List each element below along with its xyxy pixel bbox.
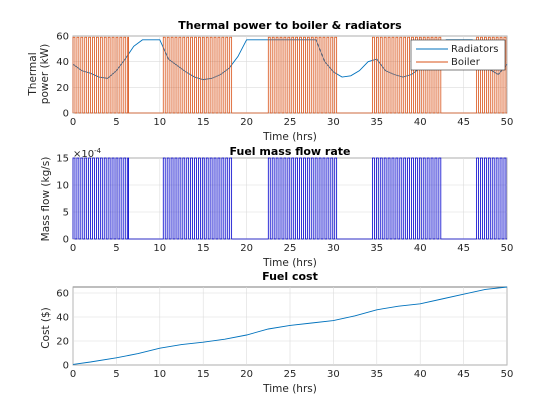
x-tick-label: 35 xyxy=(370,117,383,128)
fuel-flow-xlabel: Time (hrs) xyxy=(262,257,317,269)
series-0-line xyxy=(72,157,507,240)
x-tick-label: 5 xyxy=(113,369,119,380)
fuel-cost-ylabel: Cost ($) xyxy=(40,307,52,349)
y-tick-label: 10 xyxy=(56,181,69,192)
fuel-flow-ylabel: Mass flow (kg/s) xyxy=(40,157,52,242)
x-tick-label: 45 xyxy=(457,369,470,380)
y-tick-label: 40 xyxy=(56,313,69,324)
x-tick-label: 0 xyxy=(70,369,76,380)
x-tick-label: 20 xyxy=(240,117,253,128)
thermal-power-xlabel: Time (hrs) xyxy=(262,131,317,143)
x-tick-label: 40 xyxy=(414,243,427,254)
legend-box xyxy=(410,39,506,71)
fuel-flow-panel: Fuel mass flow rate 0 5 10 15 20 25 30 35 40 45 50… xyxy=(40,145,513,269)
x-tick-label: 25 xyxy=(284,117,297,128)
x-tick-label: 20 xyxy=(240,369,253,380)
x-tick-label: 30 xyxy=(327,117,340,128)
x-tick-label: 40 xyxy=(414,117,427,128)
x-tick-label: 15 xyxy=(197,369,210,380)
x-tick-label: 10 xyxy=(153,117,166,128)
y-tick-label: 40 xyxy=(56,57,69,68)
x-tick-label: 45 xyxy=(457,117,470,128)
thermal-power-ylabel-line1: Thermal xyxy=(27,52,39,96)
x-tick-label: 50 xyxy=(501,243,514,254)
fuel-cost-title: Fuel cost xyxy=(262,270,318,283)
x-tick-label: 45 xyxy=(457,243,470,254)
thermal-power-panel: Thermal power to boiler & radiators 0 5 10… xyxy=(27,19,513,143)
fuel-flow-title: Fuel mass flow rate xyxy=(230,145,351,158)
y-tick-label: 20 xyxy=(56,83,69,94)
y-tick-label: 0 xyxy=(63,235,69,246)
x-tick-label: 25 xyxy=(284,243,297,254)
x-tick-label: 35 xyxy=(370,369,383,380)
x-tick-label: 10 xyxy=(153,369,166,380)
fuel-cost-axes: 0 5 10 15 20 25 30 35 40 45 50 0 20 40 60 xyxy=(56,286,514,380)
x-tick-label: 25 xyxy=(284,369,297,380)
x-tick-label: 50 xyxy=(501,369,514,380)
x-tick-label: 0 xyxy=(70,243,76,254)
thermal-power-title: Thermal power to boiler & radiators xyxy=(178,19,402,32)
legend: Radiators Boiler xyxy=(410,39,506,71)
legend-boiler-label: Boiler xyxy=(451,57,481,68)
fuel-cost-xlabel: Time (hrs) xyxy=(262,383,317,395)
x-tick-label: 20 xyxy=(240,243,253,254)
y-tick-label: 0 xyxy=(63,361,69,372)
x-tick-label: 40 xyxy=(414,369,427,380)
x-tick-label: 0 xyxy=(70,117,76,128)
x-tick-label: 5 xyxy=(113,117,119,128)
x-tick-label: 10 xyxy=(153,243,166,254)
thermal-power-ylabel-line2: power (kW) xyxy=(39,44,51,104)
x-tick-label: 30 xyxy=(327,369,340,380)
y-tick-label: 60 xyxy=(56,289,69,300)
y-tick-label: 5 xyxy=(63,208,69,219)
fuel-cost-panel: Fuel cost 0 5 10 15 20 25 30 35 40 45 50 0 20 40 60 Co… xyxy=(40,270,513,395)
y-tick-label: 15 xyxy=(56,154,69,165)
x-tick-label: 35 xyxy=(370,243,383,254)
x-tick-label: 50 xyxy=(501,117,514,128)
y-tick-label: 0 xyxy=(63,109,69,120)
x-tick-label: 15 xyxy=(197,117,210,128)
y-tick-label: 20 xyxy=(56,337,69,348)
fuel-flow-exponent: ×10-4 xyxy=(73,147,102,160)
fuel-flow-axes: 0 5 10 15 20 25 30 35 40 45 50 0 5 10 15 xyxy=(56,154,513,255)
x-tick-label: 15 xyxy=(197,243,210,254)
fuel-flow-exponent-power: -4 xyxy=(94,147,102,155)
y-tick-label: 60 xyxy=(56,32,69,43)
legend-radiators-label: Radiators xyxy=(451,44,498,55)
x-tick-label: 5 xyxy=(113,243,119,254)
x-tick-label: 30 xyxy=(327,243,340,254)
series-0-line xyxy=(72,286,508,365)
